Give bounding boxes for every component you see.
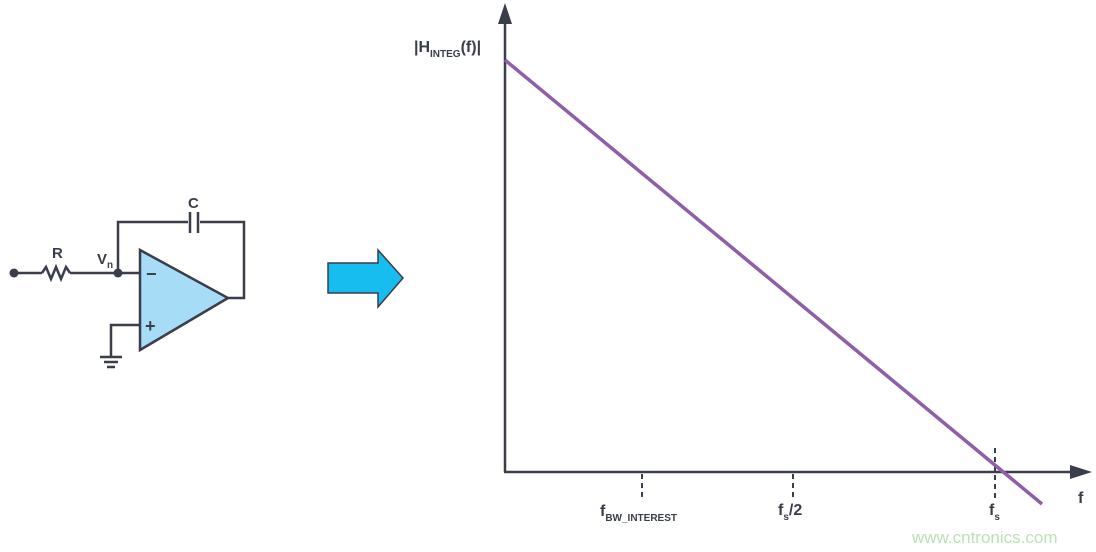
tick-label-fs: fs [989, 502, 1000, 523]
feedback-wire-left [116, 220, 188, 273]
y-axis-label: |HINTEG(f)| [414, 39, 481, 60]
opamp [138, 247, 231, 353]
x-axis-label: f [1078, 490, 1084, 507]
resistor-label: R [52, 245, 63, 262]
feedback-wire-right [200, 220, 246, 300]
x-axis-arrow [1070, 465, 1092, 479]
tick-label-fs-half: fs/2 [778, 502, 802, 523]
capacitor-label: C [188, 195, 199, 212]
input-terminal [9, 268, 19, 278]
plus-sign: + [145, 316, 156, 336]
integrator-circuit [14, 212, 246, 369]
right-arrow-icon [327, 248, 404, 310]
tick-label-fbw: fBW_INTEREST [600, 503, 677, 524]
minus-sign: − [146, 264, 157, 284]
watermark: www.cntronics.com [911, 528, 1057, 547]
plot: |HINTEG(f)| f fBW_INTEREST fs/2 fs [414, 3, 1092, 524]
resistor [40, 263, 72, 283]
node-label: Vn [97, 251, 113, 271]
node-vn [113, 268, 123, 278]
y-axis-arrow [498, 3, 512, 24]
ground-wire [109, 323, 140, 357]
response-line [503, 58, 1044, 506]
